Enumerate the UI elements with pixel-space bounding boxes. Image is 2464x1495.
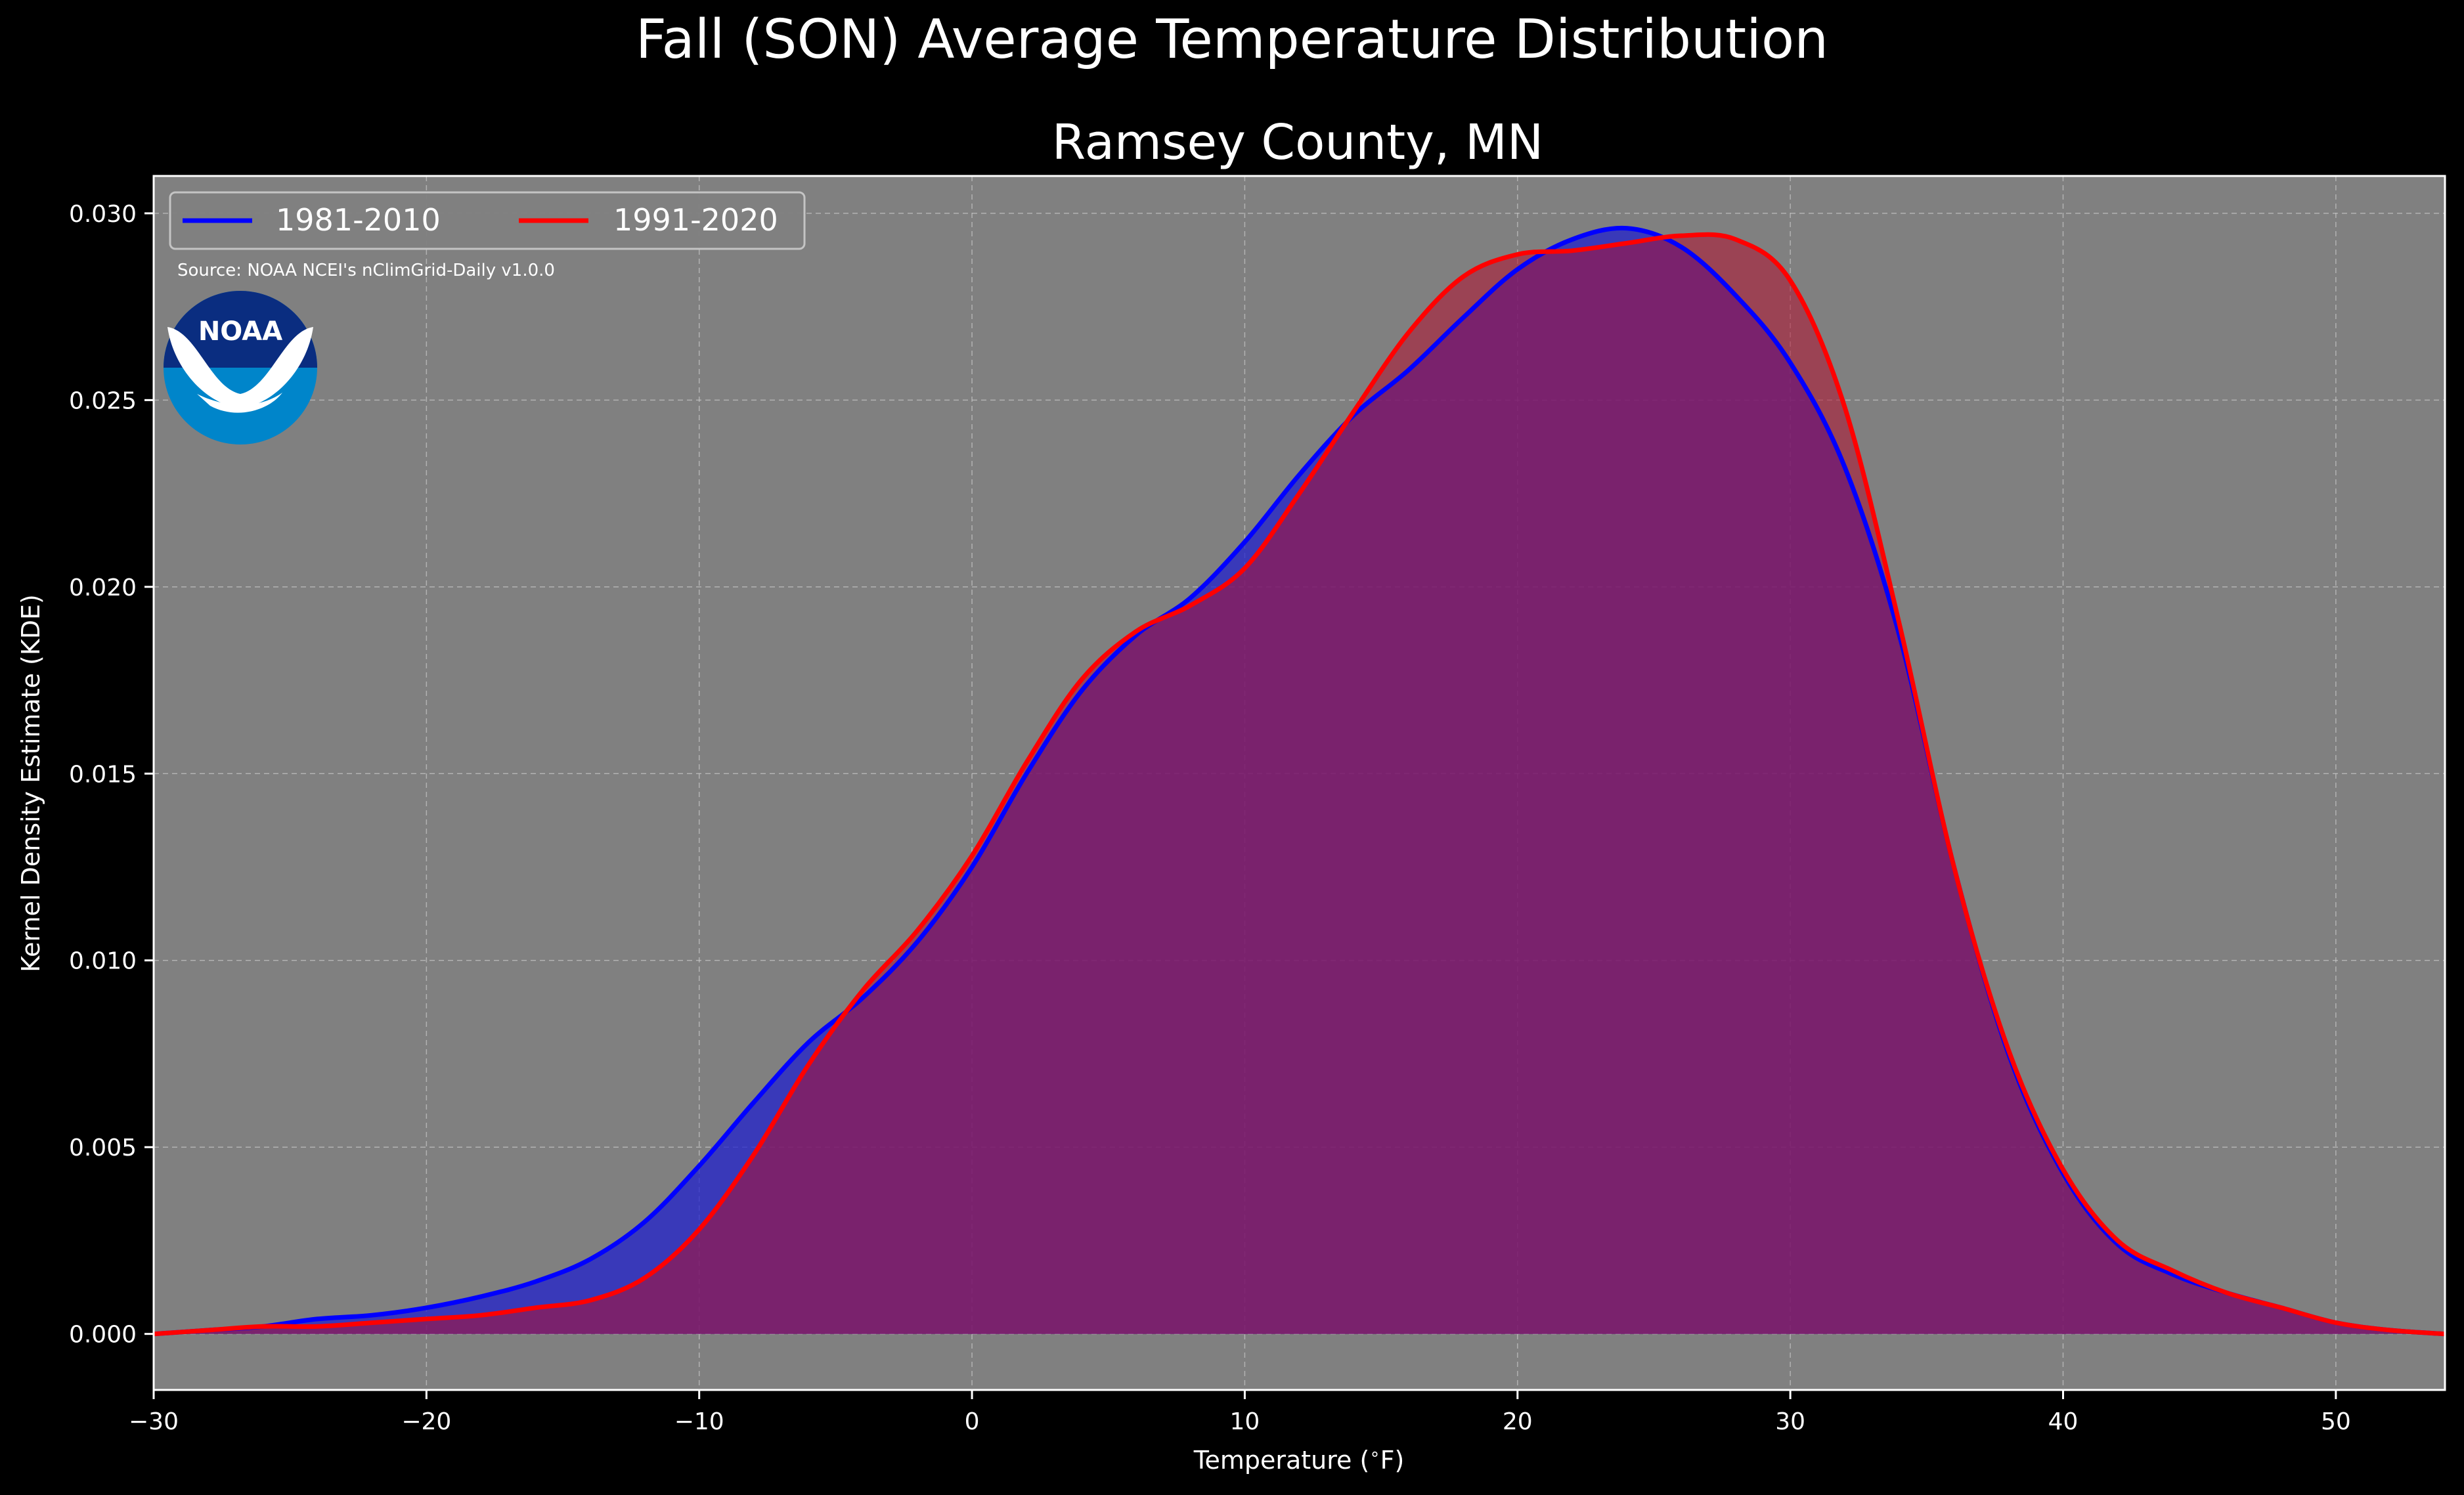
noaa-logo-text: NOAA	[198, 316, 282, 347]
source-annotation: Source: NOAA NCEI's nClimGrid-Daily v1.0…	[177, 261, 555, 280]
y-tick-label-4: 0.020	[69, 574, 137, 601]
x-tick-label-8: 50	[2321, 1408, 2351, 1435]
x-tick-label-2: −10	[674, 1408, 724, 1435]
line-1991-2020	[153, 232, 2446, 1337]
y-axis-ticks: 0.000 0.005 0.010 0.015 0.020 0.025 0.030	[69, 201, 154, 1349]
x-tick-label-7: 40	[2048, 1408, 2079, 1435]
x-tick-label-4: 10	[1230, 1408, 1260, 1435]
y-tick-label-1: 0.005	[69, 1135, 137, 1161]
y-tick-label-0: 0.000	[69, 1322, 137, 1349]
x-tick-label-1: −20	[401, 1408, 451, 1435]
y-tick-label-2: 0.010	[69, 948, 137, 975]
series-lines	[153, 225, 2446, 1337]
x-tick-label-3: 0	[965, 1408, 980, 1435]
y-tick-label-5: 0.025	[69, 387, 137, 414]
legend-box	[169, 191, 806, 250]
legend-label-1981: 1981-2010	[276, 202, 441, 238]
legend: 1981-2010 1991-2020	[169, 191, 806, 250]
x-tick-label-6: 30	[1775, 1408, 1805, 1435]
x-axis-ticks: −30 −20 −10 0 10 20 30 40 50	[129, 1390, 2351, 1435]
figure-suptitle: Fall (SON) Average Temperature Distribut…	[636, 9, 1828, 71]
x-tick-label-5: 20	[1503, 1408, 1533, 1435]
y-axis-label: Kernel Density Estimate (KDE)	[16, 594, 45, 972]
x-axis-label: Temperature (∘F)	[1193, 1444, 1405, 1475]
y-tick-label-3: 0.015	[69, 761, 137, 788]
chart-title: Ramsey County, MN	[1052, 114, 1543, 171]
x-tick-label-0: −30	[129, 1408, 179, 1435]
legend-label-1991: 1991-2020	[613, 202, 778, 238]
plot-frame	[152, 175, 2446, 1391]
noaa-logo: NOAA	[164, 291, 317, 444]
y-tick-label-6: 0.030	[69, 201, 137, 228]
